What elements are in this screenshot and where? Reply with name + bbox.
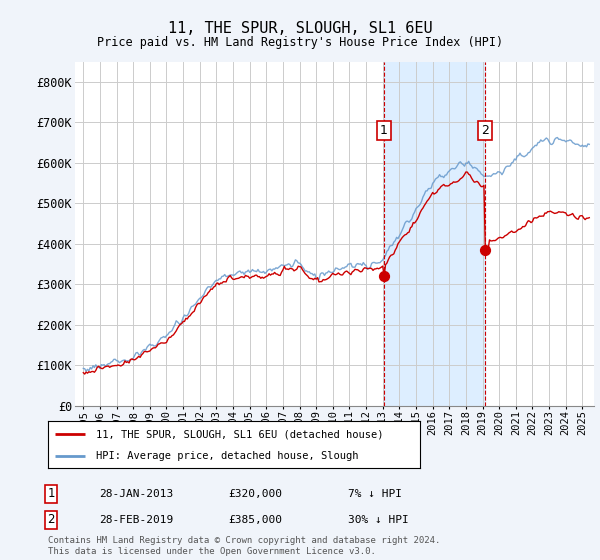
Text: £320,000: £320,000	[228, 489, 282, 499]
Text: HPI: Average price, detached house, Slough: HPI: Average price, detached house, Slou…	[97, 451, 359, 461]
Text: 2: 2	[47, 513, 55, 526]
Text: Price paid vs. HM Land Registry's House Price Index (HPI): Price paid vs. HM Land Registry's House …	[97, 36, 503, 49]
Text: 28-JAN-2013: 28-JAN-2013	[99, 489, 173, 499]
Bar	[384, 62, 485, 406]
Text: 11, THE SPUR, SLOUGH, SL1 6EU: 11, THE SPUR, SLOUGH, SL1 6EU	[167, 21, 433, 36]
Text: Contains HM Land Registry data © Crown copyright and database right 2024.
This d: Contains HM Land Registry data © Crown c…	[48, 536, 440, 556]
Text: 28-FEB-2019: 28-FEB-2019	[99, 515, 173, 525]
Text: 1: 1	[47, 487, 55, 501]
Text: 11, THE SPUR, SLOUGH, SL1 6EU (detached house): 11, THE SPUR, SLOUGH, SL1 6EU (detached …	[97, 429, 384, 439]
Text: 2: 2	[481, 124, 490, 137]
Point	[379, 272, 389, 281]
Text: 30% ↓ HPI: 30% ↓ HPI	[348, 515, 409, 525]
Text: 1: 1	[380, 124, 388, 137]
Text: 7% ↓ HPI: 7% ↓ HPI	[348, 489, 402, 499]
Text: £385,000: £385,000	[228, 515, 282, 525]
Point	[481, 245, 490, 254]
